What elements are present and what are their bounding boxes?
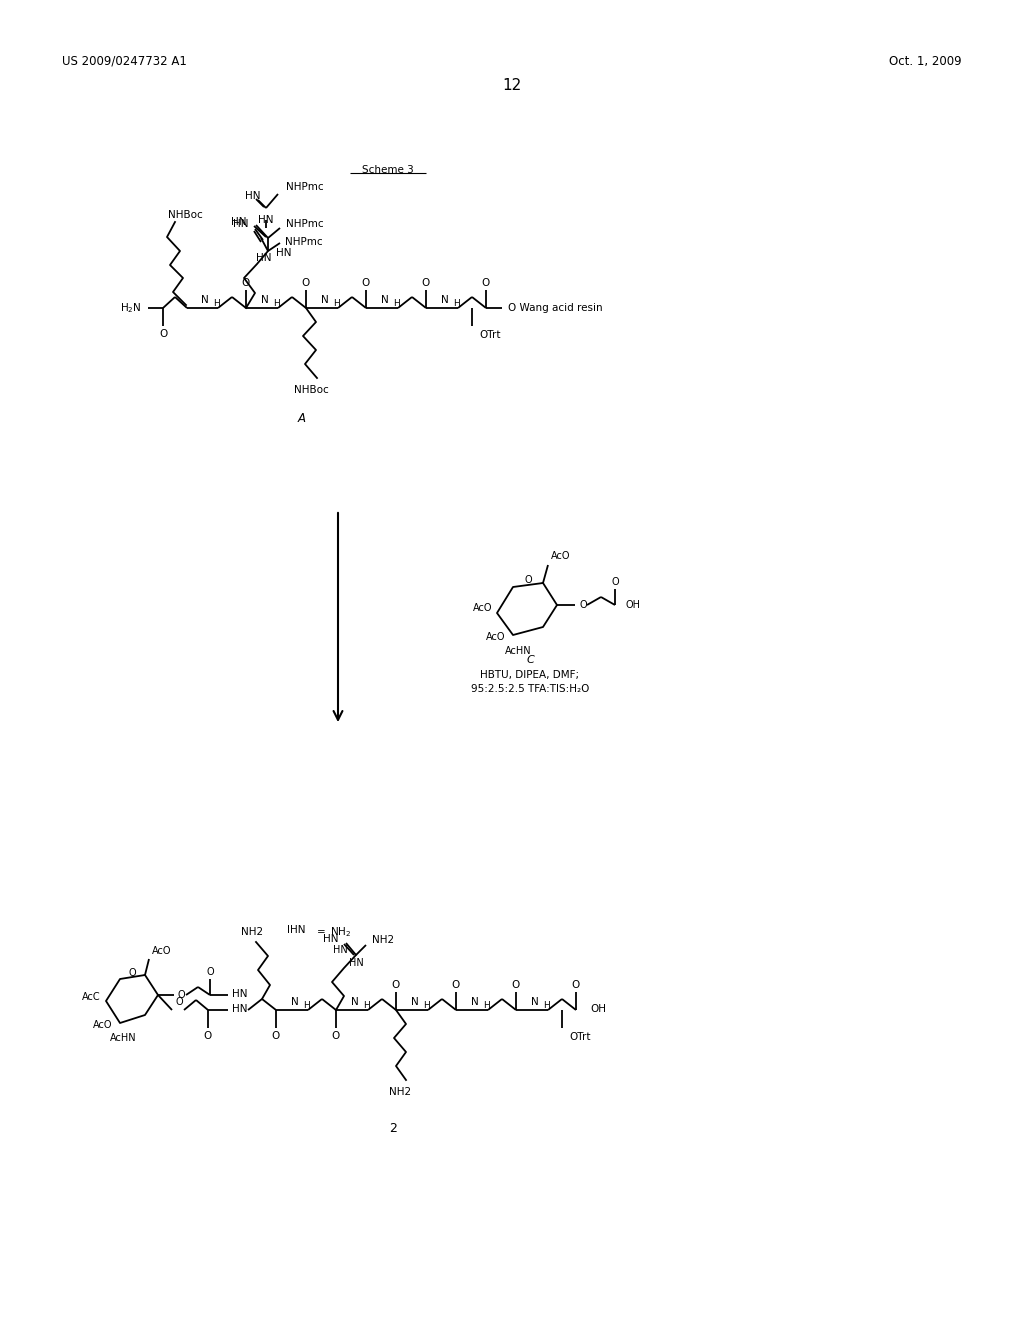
Text: OH: OH xyxy=(590,1005,606,1014)
Text: O: O xyxy=(361,279,370,288)
Text: H: H xyxy=(273,300,280,309)
Text: US 2009/0247732 A1: US 2009/0247732 A1 xyxy=(62,55,186,69)
Text: O: O xyxy=(159,329,167,339)
Text: HN: HN xyxy=(245,191,260,201)
Text: H: H xyxy=(362,1002,370,1011)
Text: O: O xyxy=(524,576,531,585)
Text: O: O xyxy=(206,968,214,977)
Text: 2: 2 xyxy=(389,1122,397,1134)
Text: O: O xyxy=(452,979,460,990)
Text: A: A xyxy=(298,412,306,425)
Text: HN: HN xyxy=(348,958,364,968)
Text: AcHN: AcHN xyxy=(505,645,531,656)
Text: N: N xyxy=(471,997,479,1007)
Text: O: O xyxy=(579,601,587,610)
Text: NH2: NH2 xyxy=(241,927,263,937)
Text: N: N xyxy=(322,294,329,305)
Text: H: H xyxy=(453,300,460,309)
Text: O: O xyxy=(512,979,520,990)
Text: O: O xyxy=(242,279,250,288)
Text: O: O xyxy=(176,997,183,1007)
Text: OH: OH xyxy=(625,601,640,610)
Text: N: N xyxy=(411,997,419,1007)
Text: Oct. 1, 2009: Oct. 1, 2009 xyxy=(890,55,962,69)
Text: HN: HN xyxy=(232,219,248,228)
Text: N: N xyxy=(441,294,449,305)
Text: O Wang acid resin: O Wang acid resin xyxy=(508,304,603,313)
Text: HN: HN xyxy=(276,248,292,257)
Text: HN: HN xyxy=(333,945,348,954)
Text: H: H xyxy=(393,300,399,309)
Text: AcO: AcO xyxy=(152,946,171,956)
Text: AcO: AcO xyxy=(92,1020,112,1030)
Text: HN: HN xyxy=(323,935,338,944)
Text: N: N xyxy=(531,997,539,1007)
Text: O: O xyxy=(128,968,136,978)
Text: O: O xyxy=(204,1031,212,1041)
Text: N: N xyxy=(201,294,209,305)
Text: NH2: NH2 xyxy=(372,935,394,945)
Text: HN: HN xyxy=(232,1005,248,1014)
Text: NHPmc: NHPmc xyxy=(285,238,323,247)
Text: $\rm H_2N$: $\rm H_2N$ xyxy=(121,301,142,315)
Text: N: N xyxy=(261,294,269,305)
Text: 12: 12 xyxy=(503,78,521,92)
Text: $\rm \!=\!$: $\rm \!=\!$ xyxy=(316,925,326,935)
Text: OTrt: OTrt xyxy=(479,330,501,341)
Text: AcHN: AcHN xyxy=(110,1034,136,1043)
Text: H: H xyxy=(483,1002,489,1011)
Text: AcC: AcC xyxy=(82,993,101,1002)
Text: O: O xyxy=(392,979,400,990)
Text: N: N xyxy=(381,294,389,305)
Text: NHBoc: NHBoc xyxy=(168,210,203,220)
Text: NHPmc: NHPmc xyxy=(286,219,324,228)
Text: O: O xyxy=(482,279,490,288)
Text: 95:2.5:2.5 TFA:TIS:H₂O: 95:2.5:2.5 TFA:TIS:H₂O xyxy=(471,684,589,694)
Text: AcO: AcO xyxy=(551,550,570,561)
Text: O: O xyxy=(302,279,310,288)
Text: HN: HN xyxy=(256,253,271,263)
Text: H: H xyxy=(213,300,220,309)
Text: AcO: AcO xyxy=(472,603,492,612)
Text: O: O xyxy=(611,577,618,587)
Text: O: O xyxy=(422,279,430,288)
Text: O: O xyxy=(332,1031,340,1041)
Text: $\rm NH_2$: $\rm NH_2$ xyxy=(330,925,351,939)
Text: NH2: NH2 xyxy=(389,1086,411,1097)
Text: O: O xyxy=(571,979,581,990)
Text: H: H xyxy=(543,1002,550,1011)
Text: H: H xyxy=(303,1002,309,1011)
Text: O: O xyxy=(178,990,185,1001)
Text: HN: HN xyxy=(232,989,248,999)
Text: Scheme 3: Scheme 3 xyxy=(362,165,414,176)
Text: NHBoc: NHBoc xyxy=(294,385,329,395)
Text: OTrt: OTrt xyxy=(569,1032,591,1041)
Text: AcO: AcO xyxy=(485,632,505,642)
Text: IHN: IHN xyxy=(288,925,306,935)
Text: N: N xyxy=(351,997,358,1007)
Text: O: O xyxy=(272,1031,281,1041)
Text: N: N xyxy=(291,997,299,1007)
Text: H: H xyxy=(333,300,340,309)
Text: HN: HN xyxy=(230,216,246,227)
Text: C: C xyxy=(526,655,534,665)
Text: NHPmc: NHPmc xyxy=(286,182,324,191)
Text: HN: HN xyxy=(258,215,273,224)
Text: HBTU, DIPEA, DMF;: HBTU, DIPEA, DMF; xyxy=(480,671,580,680)
Text: H: H xyxy=(423,1002,430,1011)
